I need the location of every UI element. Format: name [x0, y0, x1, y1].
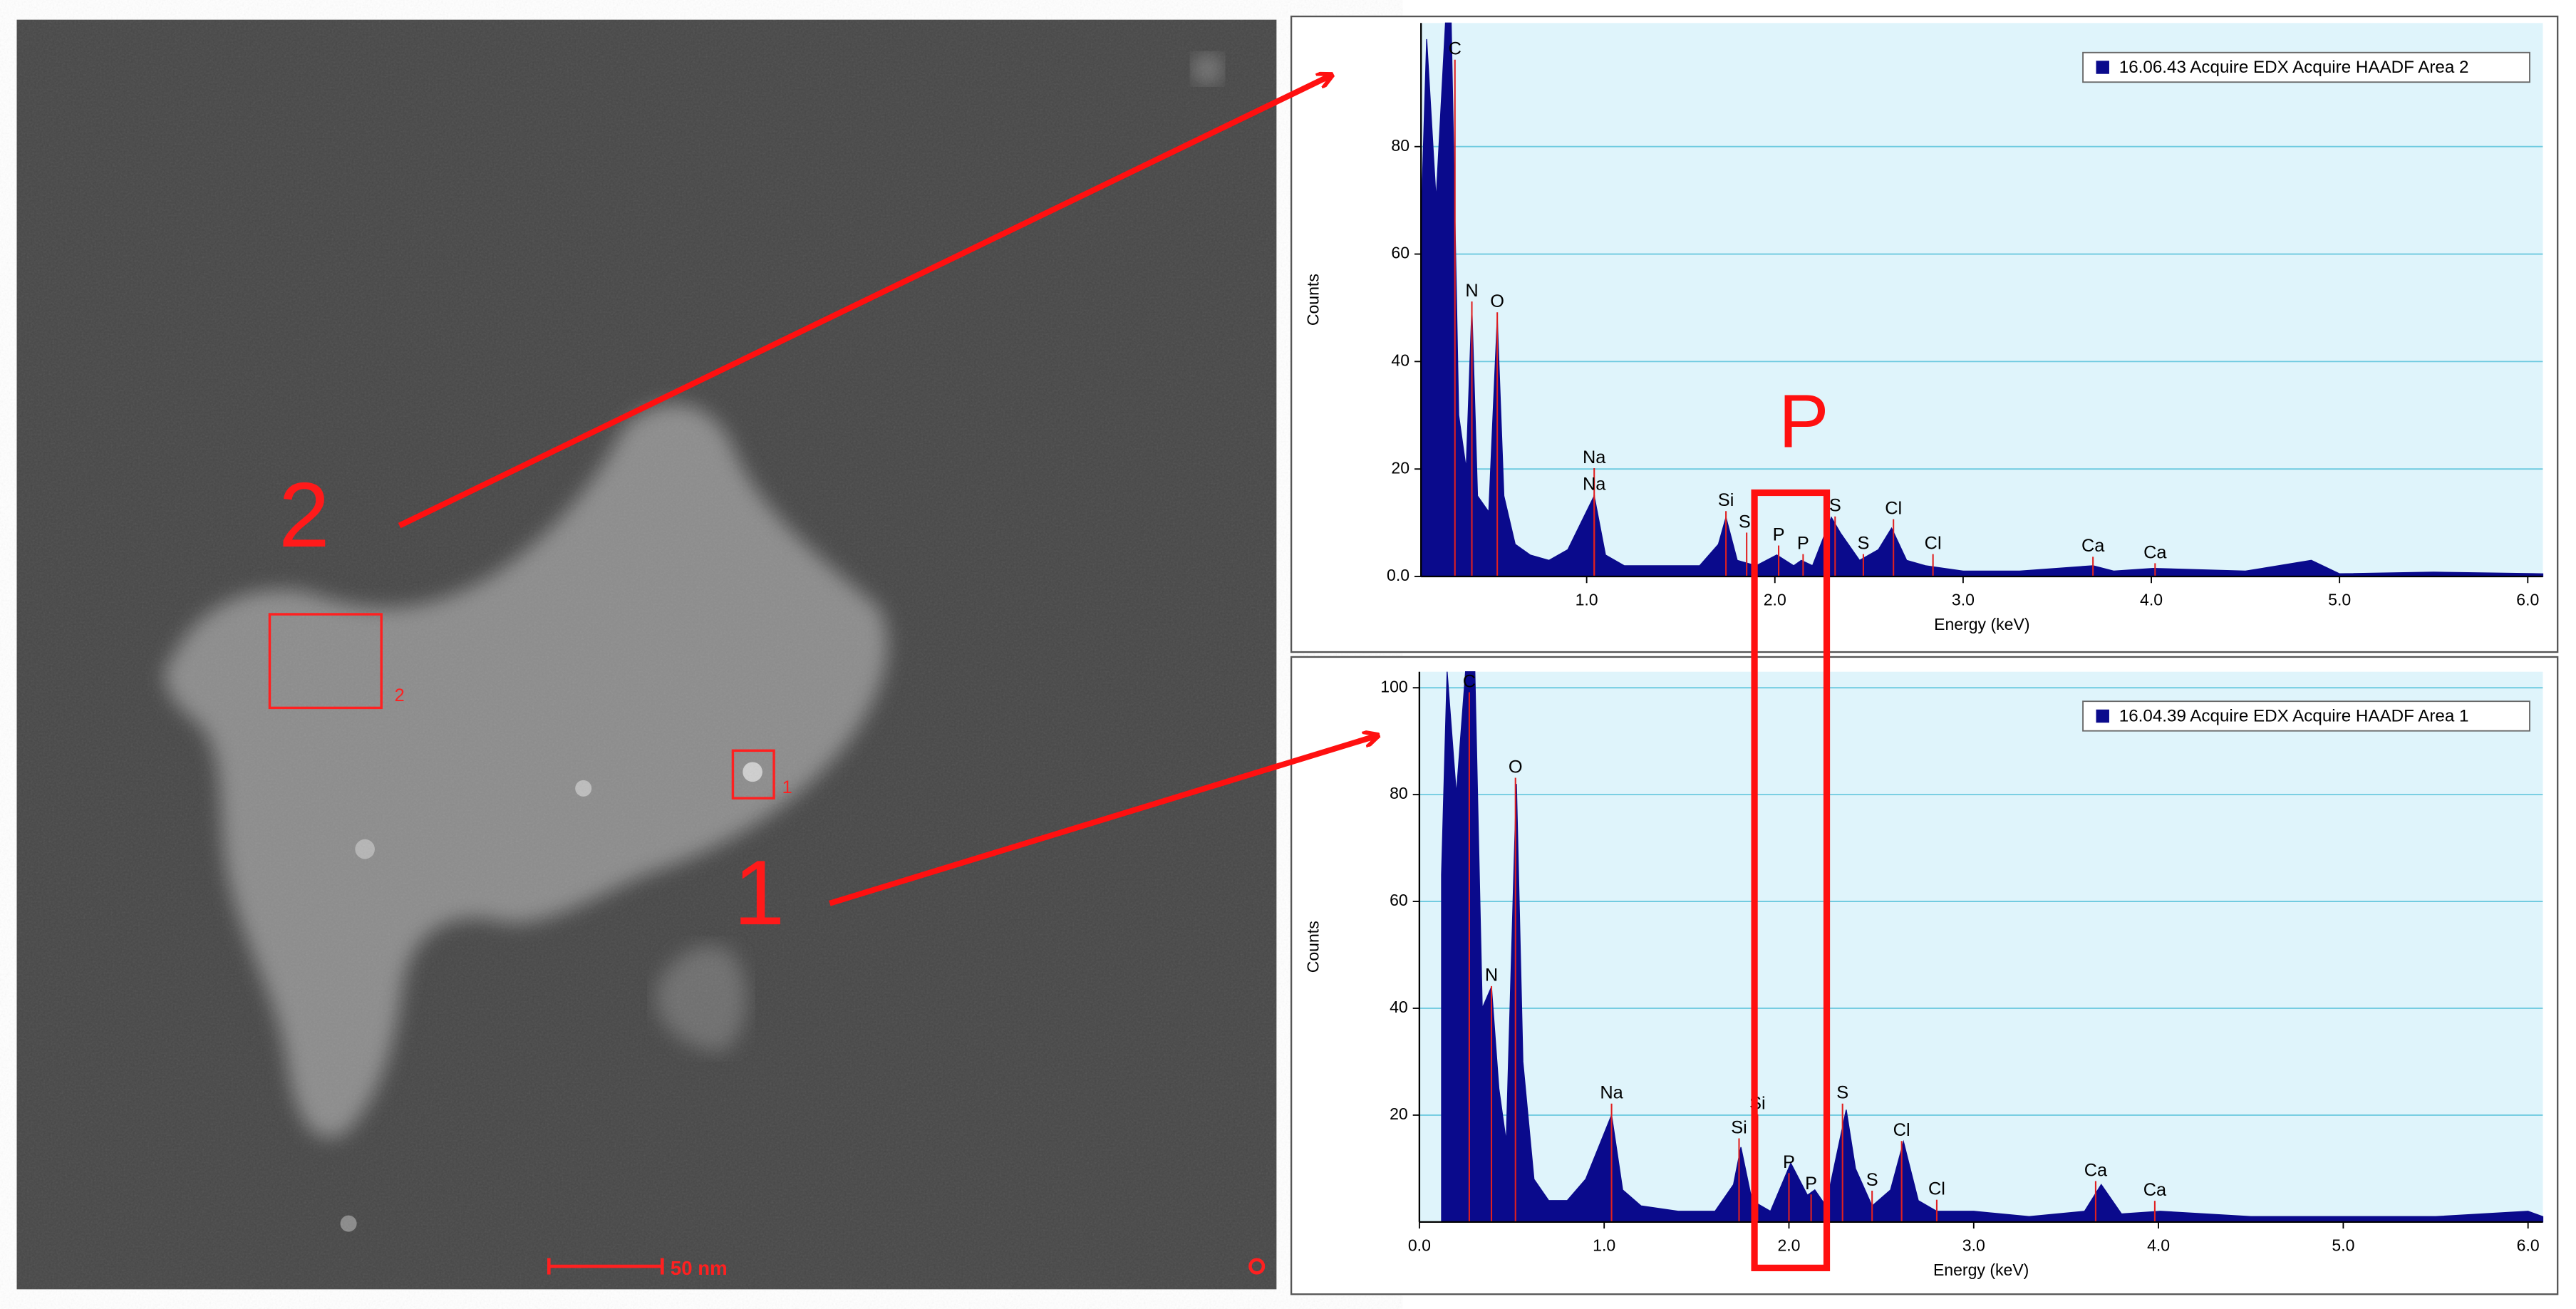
legend-box: [2082, 51, 2530, 83]
box-label: 2: [395, 685, 405, 705]
plot-area: [1419, 671, 2543, 1222]
spectrum: [1420, 22, 2544, 577]
peak-label: Cl: [1893, 1120, 1910, 1140]
peak-label: Na: [1600, 1083, 1623, 1103]
peak-label: Cl: [1928, 1179, 1945, 1199]
x-tick-label: 6.0: [2517, 1236, 2540, 1255]
peak-label: Ca: [2143, 542, 2167, 562]
x-tick-label: 3.0: [1952, 591, 1975, 609]
x-tick-label: 0.0: [1408, 1236, 1431, 1255]
box-label: 1: [782, 777, 792, 797]
peak-label: S: [1829, 496, 1841, 516]
icon: [1248, 1258, 1266, 1275]
peak-label: Cl: [1925, 533, 1942, 553]
legend-box: [2082, 700, 2530, 732]
y-tick-label: 20: [1391, 458, 1409, 477]
peak-label: P: [1783, 1152, 1795, 1172]
x-tick-label: 2.0: [1777, 1236, 1800, 1255]
y-tick-label: 60: [1391, 244, 1409, 262]
x-axis-label: Energy (keV): [1934, 615, 2029, 633]
legend-label: 16.06.43 Acquire EDX Acquire HAADF Area …: [2119, 58, 2469, 77]
peak-label: N: [1485, 966, 1498, 985]
x-tick-label: 3.0: [1962, 1236, 1985, 1255]
image-noise: [16, 19, 1277, 1290]
peak-label: Si: [1718, 490, 1734, 510]
x-tick-label: 4.0: [2147, 1236, 2170, 1255]
peak-label: P: [1805, 1174, 1817, 1194]
x-axis-label: Energy (keV): [1933, 1261, 2029, 1279]
area-box: [268, 613, 383, 710]
x-tick-label: 6.0: [2516, 591, 2539, 609]
peak-label: Si: [1739, 512, 1755, 532]
peak-label: Cl: [1885, 498, 1902, 518]
legend-swatch: [2096, 61, 2109, 74]
y-tick-label: 80: [1391, 136, 1409, 155]
peak-label: S: [1836, 1083, 1848, 1103]
y-tick-label: 80: [1390, 784, 1408, 802]
plot-area: [1421, 23, 2543, 577]
spectrum: [1441, 671, 2544, 1223]
y-tick-label: 40: [1390, 998, 1408, 1016]
arrow: [829, 736, 1377, 906]
haadf-image: 2 1 2 1 50 nm: [16, 19, 1277, 1290]
highlight-label: P: [1779, 379, 1829, 463]
x-tick-label: 4.0: [2140, 591, 2163, 609]
peak-label: Ca: [2084, 1160, 2108, 1180]
scale-bar-label: 50 nm: [671, 1257, 728, 1279]
peak-label: S: [1857, 533, 1869, 553]
y-tick-label: 40: [1391, 351, 1409, 369]
y-tick-label: 60: [1390, 891, 1408, 909]
peak-label: Si: [1731, 1117, 1747, 1137]
legend-swatch: [2096, 709, 2109, 723]
y-tick-label: 100: [1380, 677, 1407, 695]
area-label: 2: [279, 464, 330, 566]
peak-label: P: [1773, 524, 1785, 544]
x-tick-label: 1.0: [1576, 591, 1598, 609]
y-axis-label: Counts: [1303, 274, 1322, 326]
peak-label: P: [1797, 533, 1809, 553]
y-tick-label: 0.0: [1387, 566, 1409, 584]
arrow: [398, 76, 1331, 529]
peak-label: N: [1465, 281, 1478, 301]
peak-label: Na: [1583, 475, 1606, 495]
peak-label: Ca: [2143, 1180, 2167, 1200]
y-tick-label: 20: [1390, 1104, 1408, 1123]
highlight-box: [1751, 489, 1831, 1271]
x-tick-label: 5.0: [2328, 591, 2351, 609]
peak-label: C: [1463, 671, 1476, 691]
peak-label: C: [1449, 39, 1462, 59]
x-tick-label: 5.0: [2332, 1236, 2354, 1255]
peak-label: O: [1490, 291, 1504, 311]
x-tick-label: 1.0: [1593, 1236, 1615, 1255]
peak-label: Na: [1583, 447, 1606, 467]
x-tick-label: 2.0: [1764, 591, 1786, 609]
area-label: 1: [733, 842, 785, 944]
peak-label: O: [1509, 757, 1523, 777]
legend-label: 16.04.39 Acquire EDX Acquire HAADF Area …: [2119, 706, 2469, 725]
y-axis-label: Counts: [1303, 921, 1322, 973]
area-box: [731, 749, 775, 800]
peak-label: S: [1866, 1170, 1878, 1190]
peak-label: Ca: [2081, 536, 2105, 556]
